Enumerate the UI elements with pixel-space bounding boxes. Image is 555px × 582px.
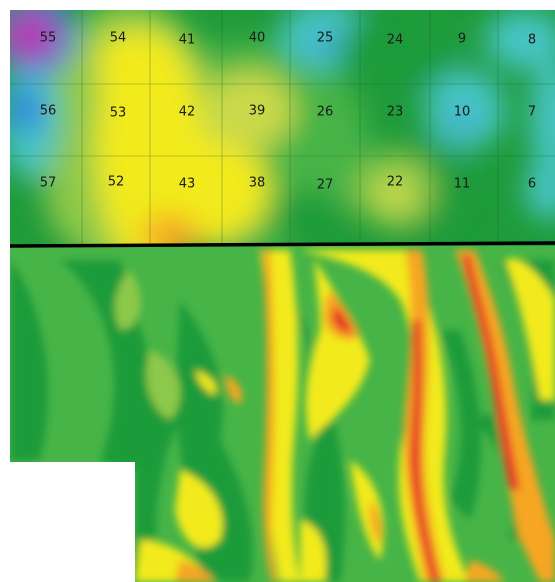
zone-grid bbox=[10, 10, 555, 246]
zone-label: 56 bbox=[40, 104, 57, 119]
zone-label: 42 bbox=[179, 105, 196, 120]
zone-label: 41 bbox=[179, 33, 196, 48]
zone-label: 40 bbox=[249, 31, 266, 46]
zone-label: 27 bbox=[317, 178, 334, 193]
zone-label: 11 bbox=[454, 177, 471, 192]
zone-label: 8 bbox=[528, 33, 536, 48]
top-heatmap bbox=[10, 10, 555, 246]
zone-labels: 55 54 41 40 25 24 9 8 56 53 42 39 26 23 … bbox=[40, 31, 536, 193]
zone-label: 57 bbox=[40, 176, 57, 191]
zone-label: 38 bbox=[249, 176, 266, 191]
zone-label: 39 bbox=[249, 104, 266, 119]
zone-label: 6 bbox=[528, 177, 536, 192]
zone-label: 22 bbox=[387, 175, 404, 190]
zone-label: 23 bbox=[387, 105, 404, 120]
divider-line bbox=[9, 241, 555, 248]
bottom-heatmap bbox=[10, 246, 555, 582]
zone-label: 9 bbox=[458, 32, 466, 47]
zone-label: 10 bbox=[454, 105, 471, 120]
zone-label: 25 bbox=[317, 31, 334, 46]
zone-label: 55 bbox=[40, 31, 57, 46]
zone-label: 26 bbox=[317, 105, 334, 120]
zone-label: 7 bbox=[528, 105, 536, 120]
zone-label: 24 bbox=[387, 33, 404, 48]
zone-label: 43 bbox=[179, 177, 196, 192]
zone-label: 54 bbox=[110, 31, 127, 46]
zone-label: 52 bbox=[108, 175, 125, 190]
zone-label: 53 bbox=[110, 106, 127, 121]
